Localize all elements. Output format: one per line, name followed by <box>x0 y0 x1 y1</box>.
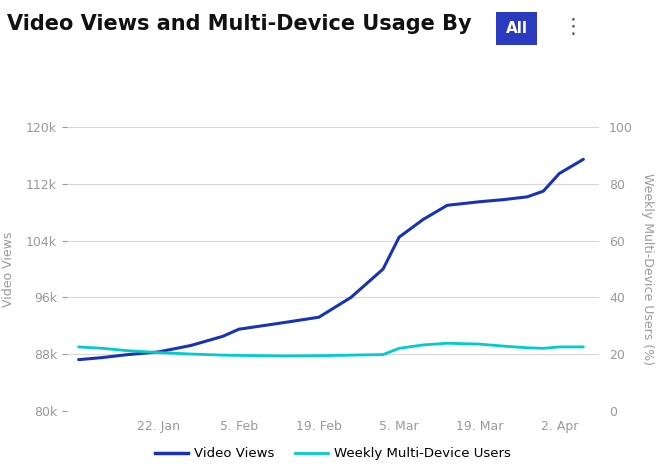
Text: All: All <box>505 21 528 36</box>
Text: ⋮: ⋮ <box>563 17 583 36</box>
Y-axis label: Video Views: Video Views <box>2 231 15 307</box>
Y-axis label: Weekly Multi-Device Users (%): Weekly Multi-Device Users (%) <box>641 173 654 365</box>
Text: Video Views and Multi-Device Usage By: Video Views and Multi-Device Usage By <box>7 14 472 34</box>
Legend: Video Views, Weekly Multi-Device Users: Video Views, Weekly Multi-Device Users <box>150 442 516 465</box>
